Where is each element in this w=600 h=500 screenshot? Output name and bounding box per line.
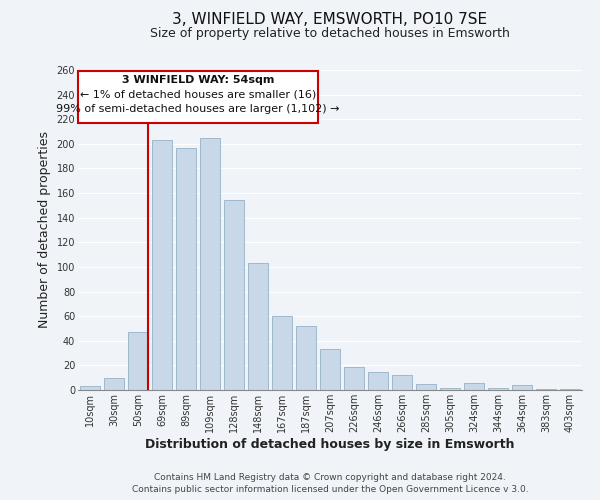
Bar (416, 384, 436, 390)
Bar (176, 148, 196, 390)
Bar (248, 263, 268, 390)
Text: Size of property relative to detached houses in Emsworth: Size of property relative to detached ho… (150, 28, 510, 40)
FancyBboxPatch shape (79, 71, 317, 123)
Bar (392, 375, 412, 390)
Text: 3 WINFIELD WAY: 54sqm: 3 WINFIELD WAY: 54sqm (122, 75, 274, 85)
Bar (128, 332, 148, 390)
Text: 99% of semi-detached houses are larger (1,102) →: 99% of semi-detached houses are larger (… (56, 104, 340, 115)
Bar (320, 350, 340, 390)
Bar (224, 200, 244, 390)
Bar (560, 389, 580, 390)
Text: 3, WINFIELD WAY, EMSWORTH, PO10 7SE: 3, WINFIELD WAY, EMSWORTH, PO10 7SE (172, 12, 488, 28)
Bar (272, 316, 292, 390)
Bar (464, 382, 484, 390)
Bar (80, 386, 100, 390)
Y-axis label: Number of detached properties: Number of detached properties (38, 132, 51, 328)
Bar (296, 326, 316, 390)
Bar (512, 385, 532, 390)
Text: ← 1% of detached houses are smaller (16): ← 1% of detached houses are smaller (16) (80, 90, 316, 100)
Bar (488, 388, 508, 390)
Text: Contains public sector information licensed under the Open Government Licence v : Contains public sector information licen… (131, 486, 529, 494)
Bar (152, 140, 172, 390)
Bar (200, 138, 220, 390)
Bar (344, 366, 364, 390)
Bar (104, 378, 124, 390)
X-axis label: Distribution of detached houses by size in Emsworth: Distribution of detached houses by size … (145, 438, 515, 450)
Bar (440, 388, 460, 390)
Bar (368, 372, 388, 390)
Text: Contains HM Land Registry data © Crown copyright and database right 2024.: Contains HM Land Registry data © Crown c… (154, 473, 506, 482)
Bar (536, 389, 556, 390)
